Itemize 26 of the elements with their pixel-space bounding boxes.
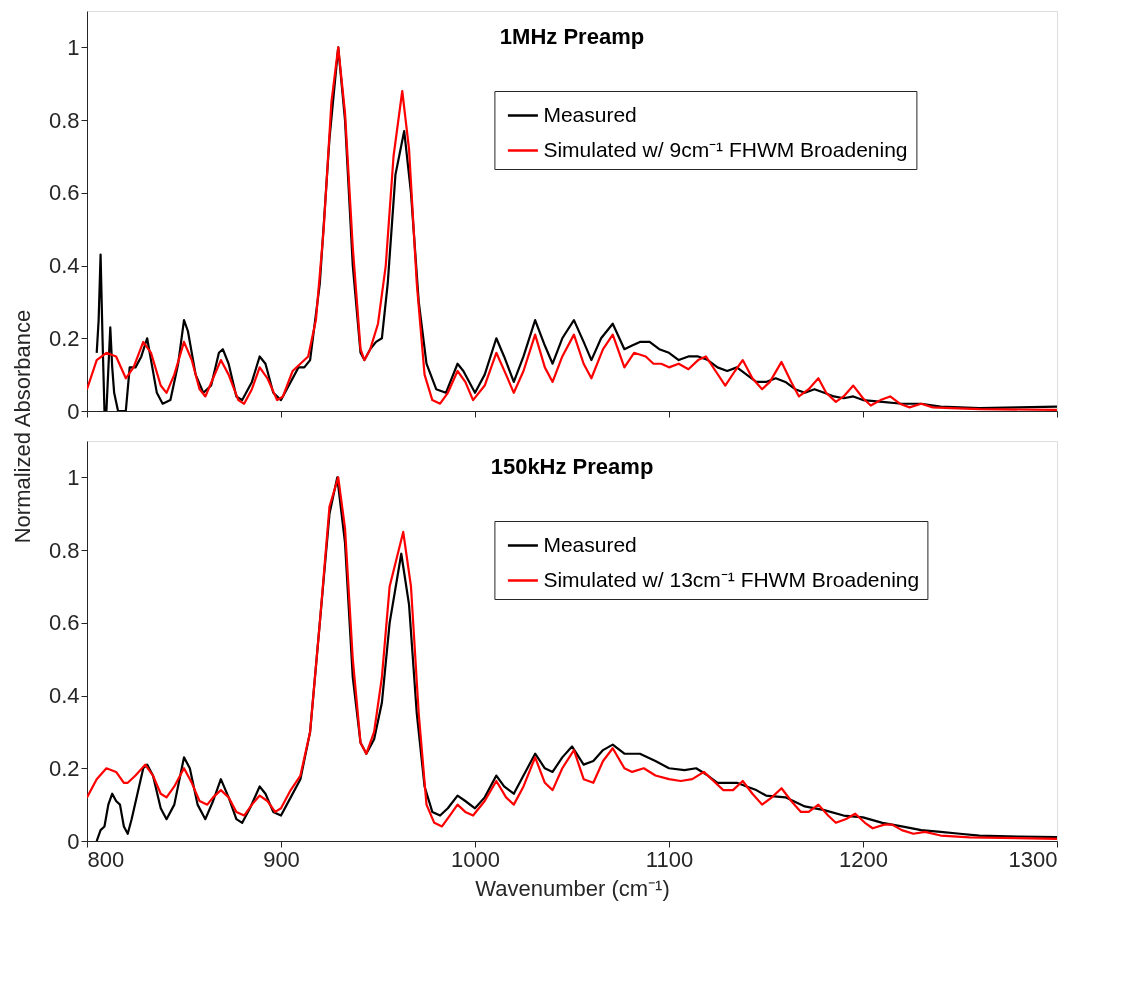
y-tick-label: 0 (67, 398, 80, 424)
y-tick-label: 0.6 (48, 180, 80, 206)
y-tick-label: 0.4 (48, 253, 80, 279)
y-tick-label: 0.2 (48, 325, 80, 351)
x-tick-label: 1100 (645, 846, 694, 872)
y-tick-label: 0 (67, 828, 80, 854)
legend-label: Measured (543, 532, 637, 556)
y-tick-label: 0.4 (48, 683, 80, 709)
x-tick-label: 1300 (1008, 846, 1058, 872)
text: 1MHz Preamp (499, 24, 645, 49)
y-tick-label: 1 (67, 464, 80, 490)
legend-label: Simulated w/ 13cm⁻¹ FHWM Broadening (543, 567, 920, 591)
y-tick-label: 0.8 (48, 537, 80, 563)
x-tick-label: 1200 (839, 846, 888, 872)
y-axis-title: Normalized Absorbance (9, 309, 35, 544)
x-tick-label: 1000 (451, 846, 500, 872)
y-tick-label: 0.6 (48, 610, 80, 636)
y-tick-label: 0.8 (48, 107, 80, 133)
x-tick-label: 900 (263, 846, 300, 872)
y-tick-label: 1 (67, 34, 80, 60)
legend-label: Simulated w/ 9cm⁻¹ FHWM Broadening (543, 137, 908, 161)
x-tick-label: 800 (87, 846, 125, 872)
x-axis-title: Wavenumber (cm⁻¹) (475, 875, 670, 901)
legend-label: Measured (543, 102, 637, 126)
y-tick-label: 0.2 (48, 755, 80, 781)
text: 150kHz Preamp (490, 454, 654, 479)
